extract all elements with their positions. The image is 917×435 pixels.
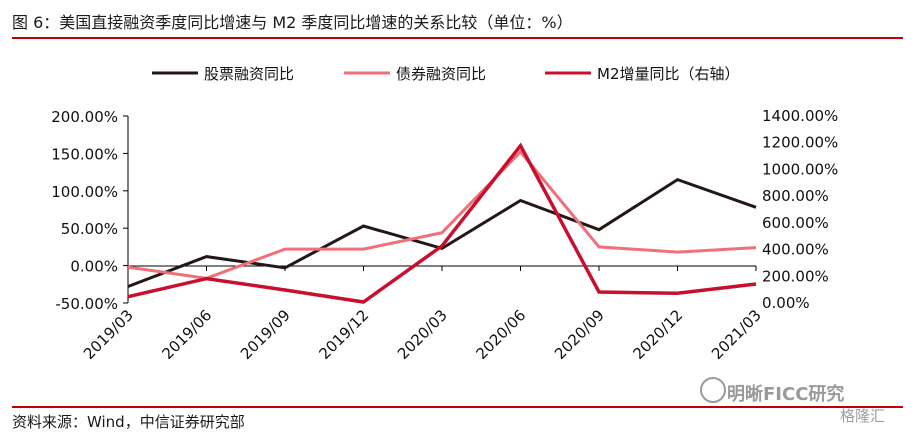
wechat-icon [700,377,726,403]
y-tick-label-left: 150.00% [51,145,118,163]
chart-title: 图 6：美国直接融资季度同比增速与 M2 季度同比增速的关系比较（单位：%） [12,13,573,32]
x-tick-label: 2019/12 [316,306,373,363]
x-tick-label: 2020/12 [630,306,687,363]
x-tick-label: 2020/03 [394,306,451,363]
x-tick-label: 2019/09 [237,306,294,363]
legend-label-2: 债券融资同比 [396,65,486,83]
y-tick-label-right: 1200.00% [762,134,838,152]
y-tick-label-right: 1000.00% [762,160,838,178]
watermark: 明晰FICC研究 [727,384,845,405]
y-tick-label-right: 600.00% [762,214,829,232]
watermark-gelonghui: 格隆汇 [840,407,886,425]
top-rule [12,37,903,39]
source-note: 资料来源：Wind，中信证券研究部 [12,413,245,431]
y-tick-label-right: 0.00% [762,294,810,312]
y-tick-label-right: 200.00% [762,267,829,285]
y-tick-label-left: 50.00% [61,220,118,238]
x-tick-label: 2019/06 [159,306,216,363]
x-tick-label: 2019/03 [80,306,137,363]
x-tick-label: 2021/03 [708,306,765,363]
x-tick-label: 2020/06 [473,306,530,363]
y-tick-label-right: 400.00% [762,241,829,259]
bottom-rule [12,406,903,408]
y-tick-label-left: -50.00% [55,295,118,313]
y-tick-label-right: 1400.00% [762,107,838,125]
y-tick-label-left: 100.00% [51,183,118,201]
y-tick-label-left: 0.00% [70,258,118,276]
legend-label-1: 股票融资同比 [204,65,294,83]
y-tick-label-right: 800.00% [762,187,829,205]
y-tick-label-left: 200.00% [51,108,118,126]
legend-label-3: M2增量同比（右轴） [597,65,740,83]
x-tick-label: 2020/09 [551,306,608,363]
series-line-3 [127,142,757,304]
